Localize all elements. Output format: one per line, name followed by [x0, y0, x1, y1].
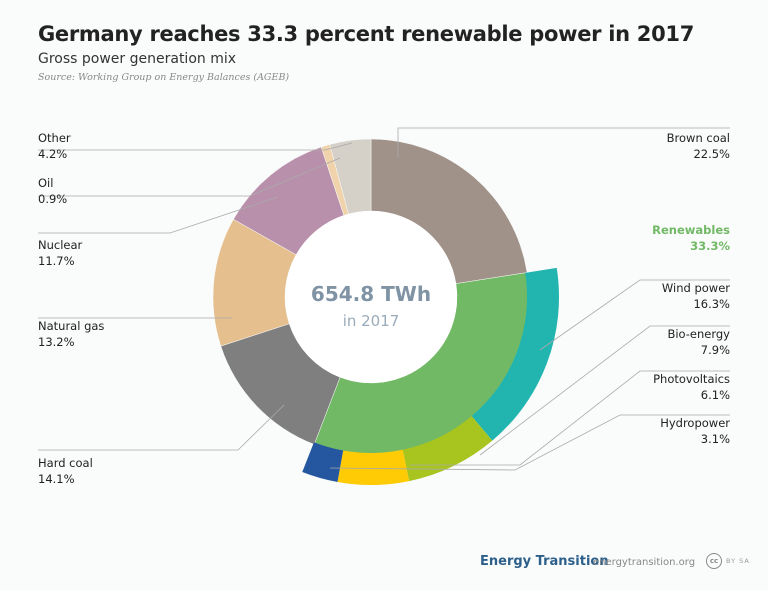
- slice-hydropower: [302, 442, 344, 482]
- label-wind-power: Wind power: [662, 281, 730, 295]
- chart-source: Source: Working Group on Energy Balances…: [38, 72, 290, 83]
- label-other: Other: [38, 131, 71, 145]
- leader-line-hydropower: [329, 414, 730, 471]
- value-hydropower: 3.1%: [701, 432, 730, 446]
- leader-line-other: [38, 142, 353, 151]
- slice-photovoltaics: [337, 449, 410, 485]
- label-renewables: Renewables: [652, 223, 730, 237]
- chart-subtitle: Gross power generation mix: [38, 51, 237, 67]
- leader-line-wind-power: [539, 279, 730, 351]
- value-wind-power: 16.3%: [693, 297, 730, 311]
- value-oil: 0.9%: [38, 192, 67, 206]
- chart-title: Germany reaches 33.3 percent renewable p…: [38, 22, 695, 46]
- leader-line-photovoltaics: [410, 370, 730, 466]
- value-hard-coal: 14.1%: [38, 472, 75, 486]
- value-nuclear: 11.7%: [38, 254, 75, 268]
- donut-hole: [285, 211, 457, 383]
- label-bio-energy: Bio-energy: [667, 327, 730, 341]
- leader-line-brown-coal: [397, 127, 730, 158]
- leader-line-bio-energy: [479, 325, 730, 456]
- footer-brand-logo: Energy Transition: [480, 554, 609, 569]
- value-renewables: 33.3%: [690, 239, 730, 253]
- slice-wind-power: [471, 267, 560, 441]
- label-brown-coal: Brown coal: [667, 131, 730, 145]
- center-label: in 2017: [343, 312, 400, 330]
- value-brown-coal: 22.5%: [693, 147, 730, 161]
- license-text: BY SA: [726, 557, 750, 565]
- leader-line-hard-coal: [38, 404, 285, 451]
- value-other: 4.2%: [38, 147, 67, 161]
- footer-url[interactable]: energytransition.org: [593, 557, 696, 568]
- leader-line-oil: [38, 157, 341, 197]
- value-photovoltaics: 6.1%: [701, 388, 730, 402]
- label-hydropower: Hydropower: [660, 416, 730, 430]
- leader-line-nuclear: [38, 196, 279, 234]
- label-hard-coal: Hard coal: [38, 456, 93, 470]
- center-value: 654.8 TWh: [311, 282, 431, 306]
- label-natural-gas: Natural gas: [38, 319, 104, 333]
- label-photovoltaics: Photovoltaics: [653, 372, 730, 386]
- cc-license-icon: cc: [706, 553, 722, 569]
- label-oil: Oil: [38, 176, 53, 190]
- label-nuclear: Nuclear: [38, 238, 83, 252]
- value-natural-gas: 13.2%: [38, 335, 75, 349]
- value-bio-energy: 7.9%: [701, 343, 730, 357]
